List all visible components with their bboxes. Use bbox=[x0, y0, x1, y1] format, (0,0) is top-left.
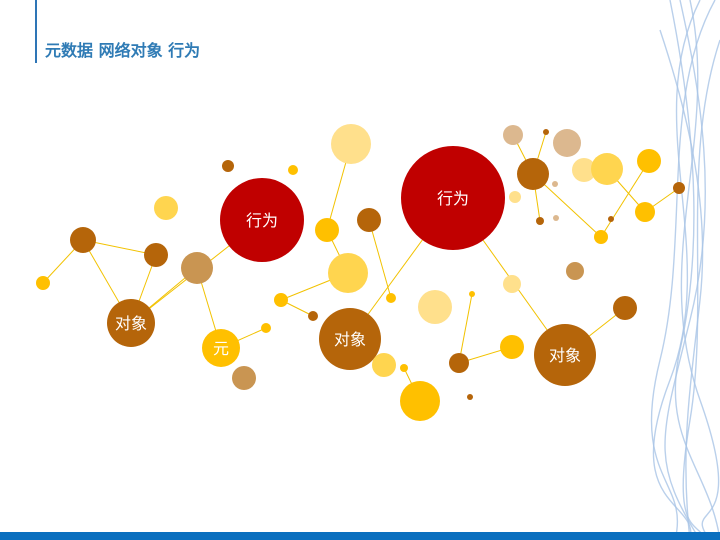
slide-title: 元数据 网络对象 行为 bbox=[45, 41, 201, 60]
node-circle bbox=[673, 182, 685, 194]
node-circle bbox=[315, 218, 339, 242]
node-circle bbox=[154, 196, 178, 220]
node-label: 行为 bbox=[246, 211, 278, 230]
node-object-center bbox=[319, 308, 381, 370]
node-circle bbox=[232, 366, 256, 390]
node-object-left bbox=[107, 299, 155, 347]
node-circle bbox=[613, 296, 637, 320]
node-circle bbox=[308, 311, 318, 321]
node-circle bbox=[635, 202, 655, 222]
node-label: 行为 bbox=[437, 189, 469, 208]
node-circle bbox=[144, 243, 168, 267]
node-circle bbox=[594, 230, 608, 244]
node-label: 元 bbox=[213, 339, 229, 358]
node-circle bbox=[500, 335, 524, 359]
wave-line bbox=[664, 0, 706, 540]
node-circle bbox=[637, 149, 661, 173]
node-circle bbox=[357, 208, 381, 232]
node-circle bbox=[222, 160, 234, 172]
node-behavior-left bbox=[220, 178, 304, 262]
node-circle bbox=[288, 165, 298, 175]
node-circle bbox=[509, 191, 521, 203]
node-object-right bbox=[534, 324, 596, 386]
node-circle bbox=[553, 129, 581, 157]
node-circle bbox=[572, 158, 596, 182]
node-circle bbox=[70, 227, 96, 253]
node-circle bbox=[274, 293, 288, 307]
title-accent-line bbox=[35, 0, 37, 63]
node-behavior-center bbox=[401, 146, 505, 250]
node-circle bbox=[536, 217, 544, 225]
node-element bbox=[202, 329, 240, 367]
node-circle bbox=[552, 181, 558, 187]
node-circle bbox=[517, 158, 549, 190]
node-circle bbox=[449, 353, 469, 373]
node-circle bbox=[467, 394, 473, 400]
node-circle bbox=[418, 290, 452, 324]
node-label: 对象 bbox=[115, 314, 147, 333]
node-circle bbox=[591, 153, 623, 185]
node-label: 对象 bbox=[549, 346, 581, 365]
node-circle bbox=[181, 252, 213, 284]
node-circle bbox=[328, 253, 368, 293]
node-circle bbox=[372, 353, 396, 377]
wave-line bbox=[680, 0, 720, 540]
wave-line bbox=[659, 29, 704, 540]
node-circle bbox=[331, 124, 371, 164]
node-circle bbox=[608, 216, 614, 222]
node-circle bbox=[543, 129, 549, 135]
node-circle bbox=[503, 275, 521, 293]
connector-line bbox=[368, 219, 392, 299]
node-label: 对象 bbox=[334, 330, 366, 349]
connector-line bbox=[600, 160, 650, 238]
node-circle bbox=[503, 125, 523, 145]
node-circle bbox=[400, 364, 408, 372]
wave-line bbox=[669, 0, 720, 540]
node-circle bbox=[36, 276, 50, 290]
node-circle bbox=[400, 381, 440, 421]
node-circle bbox=[566, 262, 584, 280]
connector-line bbox=[458, 293, 473, 364]
node-circle bbox=[386, 293, 396, 303]
node-circle bbox=[261, 323, 271, 333]
wave-line bbox=[682, 39, 720, 540]
node-circle bbox=[553, 215, 559, 221]
node-circle bbox=[469, 291, 475, 297]
bottom-bar bbox=[0, 532, 720, 540]
